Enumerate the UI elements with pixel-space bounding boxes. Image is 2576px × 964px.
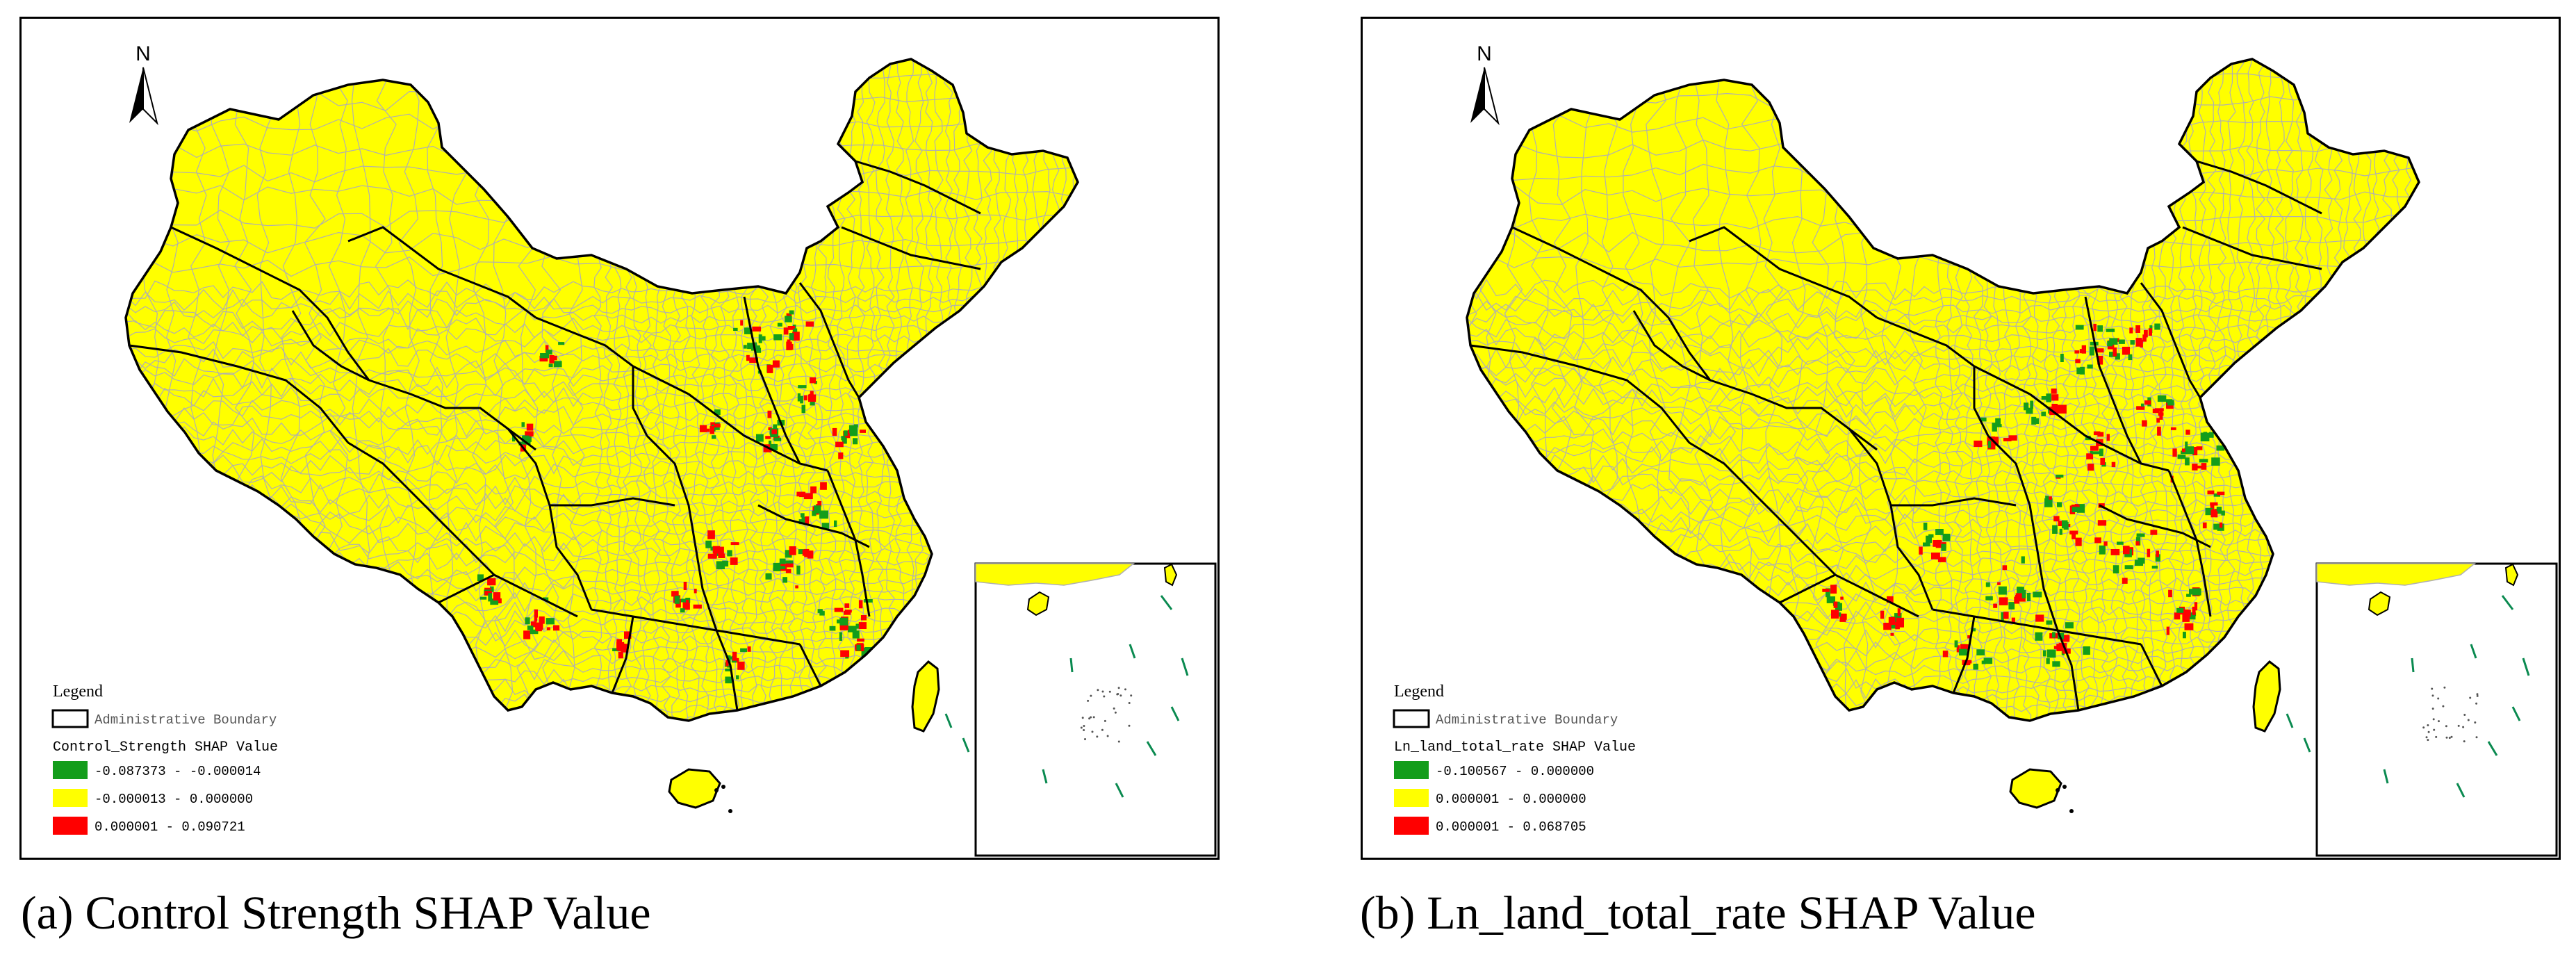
hainan-island	[668, 768, 721, 809]
legend-class-label: 0.000001 - 0.000000	[1436, 792, 1586, 807]
legend-class-swatch	[53, 789, 88, 807]
north-arrow-icon: N	[129, 42, 158, 126]
inset-frame	[974, 562, 1217, 857]
legend-class-label: -0.087373 - -0.000014	[95, 764, 261, 779]
north-label: N	[136, 42, 151, 65]
map-legend: Legend Administrative Boundary Control_Str…	[51, 683, 278, 835]
legend-field-title: Ln_land_total_rate SHAP Value	[1394, 740, 1636, 755]
north-arrow-left	[1470, 67, 1484, 123]
legend-class-label: 0.000001 - 0.068705	[1436, 819, 1586, 835]
legend-class-swatch	[1394, 789, 1429, 807]
admin-boundaries	[129, 160, 981, 711]
map-panel-a: N Legend Administrative Boundary Control_S…	[19, 17, 1220, 860]
map-legend: Legend Administrative Boundary Ln_land_tot…	[1393, 683, 1636, 835]
legend-class-swatch	[1394, 761, 1429, 779]
legend-boundary-label: Administrative Boundary	[1436, 712, 1618, 728]
legend-field-title: Control_Strength SHAP Value	[53, 740, 278, 755]
legend-class-label: 0.000001 - 0.090721	[95, 819, 245, 835]
map-canvas: N Legend Administrative Boundary Ln_land_t…	[1393, 42, 2558, 857]
legend-class-swatch	[53, 761, 88, 779]
inset-frame	[2315, 562, 2558, 857]
china-map	[1466, 58, 2420, 826]
admin-boundaries	[1470, 160, 2322, 711]
north-label: N	[1477, 42, 1492, 65]
legend-class-label: -0.000013 - 0.000000	[95, 792, 253, 807]
shap-patches	[477, 310, 874, 684]
shap-patches	[1822, 323, 2225, 670]
taiwan-island	[2252, 660, 2281, 733]
hainan-island	[2009, 768, 2062, 809]
north-arrow-right	[142, 67, 158, 126]
legend-boundary-swatch	[51, 709, 89, 728]
country-outline	[124, 58, 1079, 722]
land-fill	[1467, 59, 2419, 721]
china-map	[124, 58, 1079, 826]
map-canvas: N Legend Administrative Boundary Control_S…	[51, 42, 1217, 857]
south-china-sea-inset	[974, 562, 1217, 857]
inset-mainland	[975, 563, 1135, 586]
legend-class-swatch	[53, 817, 88, 835]
panel-caption: (b) Ln_land_total_rate SHAP Value	[1360, 886, 2036, 939]
map-panel-b: N Legend Administrative Boundary Ln_land_t…	[1361, 17, 2561, 860]
legend-class-swatch	[1394, 817, 1429, 835]
legend-title: Legend	[1394, 683, 1444, 701]
land-fill	[126, 59, 1078, 721]
panel-caption: (a) Control Strength SHAP Value	[21, 886, 651, 939]
taiwan-island	[911, 660, 940, 733]
inset-mainland	[2316, 563, 2477, 586]
north-arrow-right	[1484, 67, 1500, 126]
legend-boundary-swatch	[1393, 709, 1430, 728]
legend-class-label: -0.100567 - 0.000000	[1436, 764, 1594, 779]
legend-boundary-label: Administrative Boundary	[95, 712, 277, 728]
country-outline	[1466, 58, 2420, 722]
south-china-sea-inset	[2315, 562, 2558, 857]
legend-title: Legend	[53, 683, 103, 701]
north-arrow-icon: N	[1470, 42, 1500, 126]
north-arrow-left	[129, 67, 143, 123]
